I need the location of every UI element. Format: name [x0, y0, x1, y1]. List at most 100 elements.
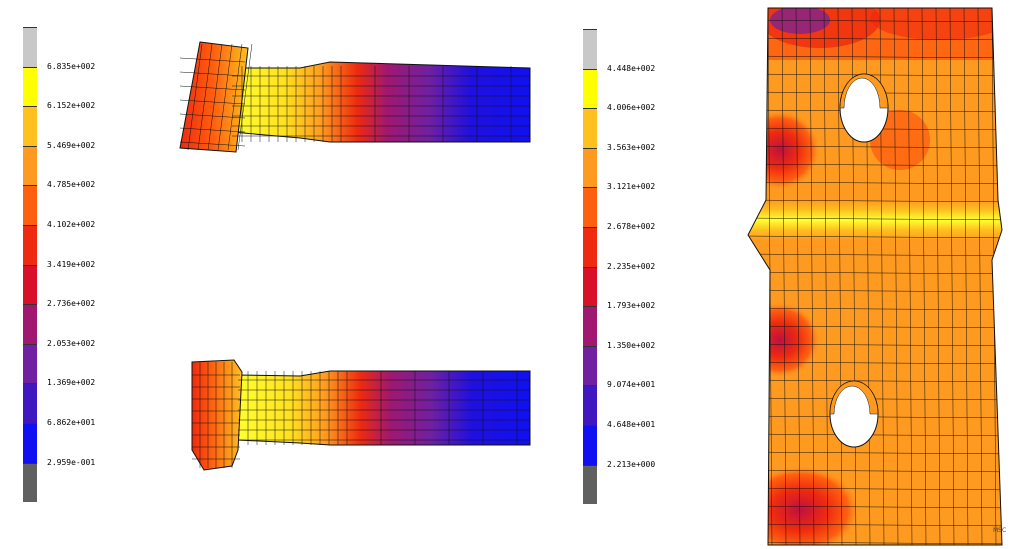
legend-tick-label: 2.736e+002 [47, 299, 96, 309]
legend-color-band [23, 383, 37, 423]
legend-color-band [23, 462, 37, 503]
mesh-line [949, 8, 955, 545]
mesh-line [748, 469, 1002, 473]
plate-contour-plot [747, 7, 1003, 546]
plate-body [748, 8, 1002, 545]
mesh-line [748, 55, 1002, 59]
legend-color-band [23, 27, 37, 67]
mesh-line [748, 325, 1002, 329]
mesh-line [977, 8, 983, 545]
mesh-line [748, 181, 1002, 185]
legend-color-band [583, 187, 597, 227]
mesh-line [748, 361, 1002, 365]
legend-color-band [23, 423, 37, 463]
legend-tick-label: 9.074e+001 [607, 380, 656, 390]
mesh-line [748, 505, 1002, 509]
legend-color-band [23, 185, 37, 225]
mesh-line [748, 19, 1002, 23]
plate-outline [747, 7, 1003, 546]
mesh-line [921, 8, 927, 545]
mesh-line [963, 8, 969, 545]
legend-color-band [23, 264, 37, 305]
legend-tick-label: 4.648e+001 [607, 420, 656, 429]
lower-bolt-head [191, 359, 243, 471]
lower-bolt [191, 359, 531, 471]
mesh-line [748, 253, 1002, 257]
mesh-line [179, 71, 246, 77]
legend-color-band [583, 68, 597, 109]
legend-tick-label: 6.152e+002 [47, 101, 96, 111]
legend-color-band [23, 106, 37, 146]
legend-color-band [23, 225, 37, 265]
mesh-line [179, 127, 246, 133]
legend-tick-label: 4.448e+002 [607, 63, 656, 73]
mesh-line [748, 451, 1002, 455]
mesh-line [179, 141, 246, 147]
mesh-line [748, 199, 1002, 203]
mesh-line [179, 57, 246, 63]
legend-tick-label: 3.419e+002 [47, 259, 96, 269]
mesh-line [809, 8, 815, 545]
legend-tick-label: 6.862e+001 [47, 418, 96, 427]
mesh-line [179, 99, 246, 105]
mesh-line [748, 433, 1002, 437]
mesh-line [187, 43, 203, 151]
upper-bolt-shank [231, 61, 531, 143]
lower-hole [829, 380, 879, 448]
corner-mark: MSC [993, 527, 1007, 534]
mesh-line [837, 8, 843, 545]
mesh-line [748, 271, 1002, 275]
legend-tick-label: 2.053e+002 [47, 338, 96, 348]
legend-tick-label: 4.006e+002 [607, 103, 656, 113]
legend-color-band [583, 147, 597, 188]
upper-bolt [179, 41, 531, 153]
legend-color-band [583, 425, 597, 465]
legend-tick-label: 2.213e+000 [607, 459, 656, 469]
mesh-line [748, 379, 1002, 383]
legend-color-band [583, 385, 597, 425]
mesh-line [207, 43, 223, 151]
legend-tick-label: 2.235e+002 [607, 261, 656, 271]
legend-tick-label: 4.102e+002 [47, 220, 96, 229]
legend-tick-label: 1.793e+002 [607, 301, 656, 311]
legend-tick-label: 6.835e+002 [47, 61, 96, 71]
legend-color-band [23, 304, 37, 344]
legend-color-band [583, 306, 597, 346]
mesh-line [748, 217, 1002, 221]
mesh-line [179, 113, 246, 119]
upper-hole [839, 73, 889, 143]
upper-bolt-mesh [179, 43, 530, 151]
legend-color-band [583, 108, 597, 148]
legend-tick-label: 5.469e+002 [47, 140, 96, 150]
mesh-line [748, 487, 1002, 491]
legend-tick-label: 1.369e+002 [47, 378, 96, 388]
mesh-line [748, 235, 1002, 239]
legend-color-band [583, 266, 597, 307]
mesh-line [179, 85, 246, 91]
mesh-line [748, 397, 1002, 401]
legend-tick-label: 2.678e+002 [607, 222, 656, 231]
legend-tick-label: 2.959e-001 [47, 457, 96, 467]
mesh-line [748, 541, 1002, 545]
mesh-line [748, 163, 1002, 167]
legend-color-band [583, 345, 597, 386]
legend-color-band [583, 29, 597, 69]
mesh-line [823, 8, 829, 545]
upper-bolt-head [179, 41, 249, 153]
mesh-line [748, 307, 1002, 311]
legend-tick-label: 3.563e+002 [607, 142, 656, 152]
mesh-line [935, 8, 941, 545]
mesh-line [795, 8, 801, 545]
mesh-line [748, 415, 1002, 419]
bolt-contour-plots [179, 41, 531, 471]
legend-tick-label: 4.785e+002 [47, 180, 96, 190]
mesh-line [748, 145, 1002, 149]
mesh-line [197, 43, 213, 151]
plate-mesh [748, 8, 1002, 545]
mesh-line [748, 343, 1002, 347]
mesh-line [748, 73, 1002, 77]
legend-color-band [23, 66, 37, 107]
legend-color-band [23, 145, 37, 186]
legend-tick-label: 1.350e+002 [607, 340, 656, 350]
mesh-line [907, 8, 913, 545]
